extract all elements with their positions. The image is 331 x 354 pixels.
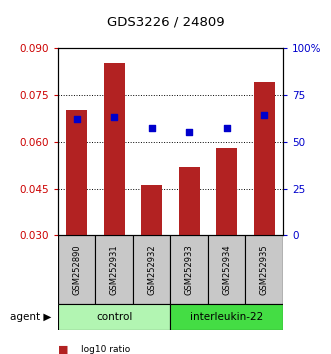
Bar [95, 235, 133, 304]
Bar [170, 235, 208, 304]
Text: GSM252890: GSM252890 [72, 245, 81, 295]
Bar [179, 167, 200, 235]
Text: agent ▶: agent ▶ [10, 312, 51, 322]
Text: interleukin-22: interleukin-22 [190, 312, 263, 322]
Bar [58, 235, 95, 304]
Text: control: control [96, 312, 132, 322]
Point [261, 113, 267, 118]
Point [224, 126, 229, 131]
Bar [133, 235, 170, 304]
Text: ■: ■ [58, 344, 69, 354]
Text: GSM252931: GSM252931 [110, 245, 119, 295]
Bar [170, 304, 283, 330]
Text: GDS3226 / 24809: GDS3226 / 24809 [107, 16, 224, 29]
Text: log10 ratio: log10 ratio [81, 345, 130, 354]
Text: GSM252932: GSM252932 [147, 245, 156, 295]
Bar [66, 110, 87, 235]
Bar [104, 63, 124, 235]
Point [112, 114, 117, 120]
Point [187, 129, 192, 135]
Bar [208, 235, 246, 304]
Bar [141, 185, 162, 235]
Text: GSM252934: GSM252934 [222, 245, 231, 295]
Bar [246, 235, 283, 304]
Point [74, 116, 79, 122]
Bar [254, 82, 274, 235]
Point [149, 126, 154, 131]
Bar [58, 304, 170, 330]
Bar [216, 148, 237, 235]
Text: GSM252933: GSM252933 [185, 245, 194, 295]
Text: GSM252935: GSM252935 [260, 245, 269, 295]
